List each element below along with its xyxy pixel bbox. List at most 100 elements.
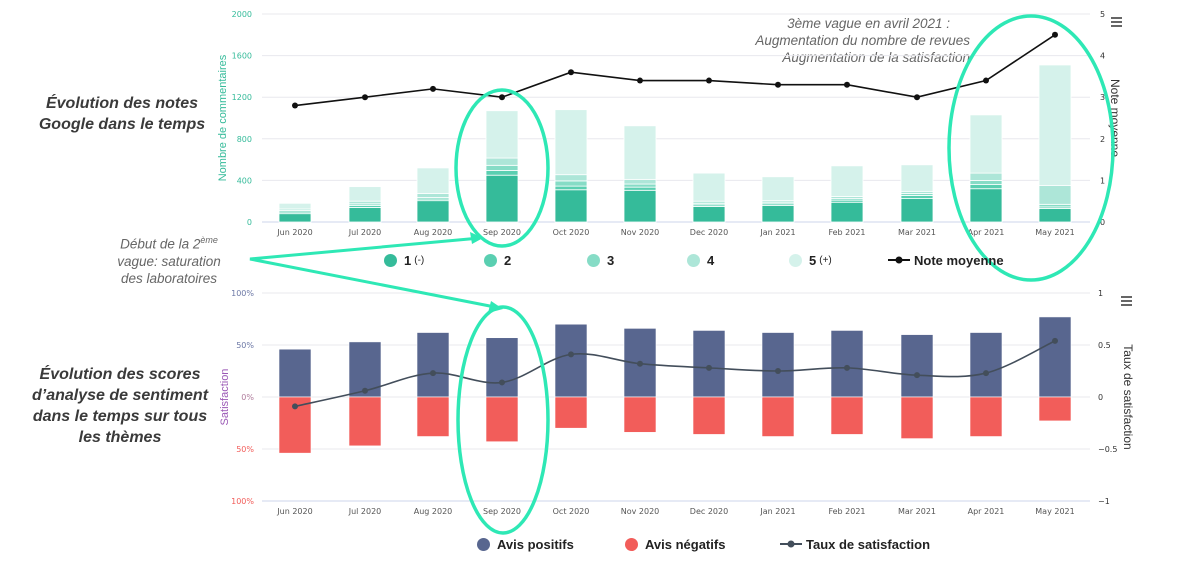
- negative-bar[interactable]: [554, 396, 588, 429]
- line-point[interactable]: [362, 94, 368, 101]
- positive-bar[interactable]: [554, 323, 588, 398]
- line-point[interactable]: [775, 81, 781, 88]
- bar-segment[interactable]: [348, 207, 382, 223]
- line-point[interactable]: [914, 94, 920, 101]
- positive-bar[interactable]: [416, 332, 450, 398]
- line-point[interactable]: [292, 403, 298, 410]
- legend-item-r2[interactable]: 2: [484, 253, 511, 268]
- positive-bar[interactable]: [969, 332, 1003, 398]
- line-point[interactable]: [292, 102, 298, 109]
- bar-segment[interactable]: [485, 170, 519, 176]
- bar-segment[interactable]: [623, 183, 657, 188]
- bar-segment[interactable]: [761, 204, 795, 223]
- bar-segment[interactable]: [692, 205, 726, 223]
- bar-segment[interactable]: [969, 179, 1003, 185]
- line-point[interactable]: [499, 379, 505, 386]
- negative-bar[interactable]: [348, 396, 382, 447]
- bar-segment[interactable]: [623, 178, 657, 185]
- bar-segment[interactable]: [554, 189, 588, 223]
- negative-bar[interactable]: [900, 396, 934, 439]
- legend-item-r4[interactable]: 4: [687, 253, 714, 268]
- positive-bar[interactable]: [485, 337, 519, 398]
- bar-segment[interactable]: [485, 157, 519, 166]
- legend-item-r5[interactable]: 5 (+): [789, 253, 832, 268]
- bar-segment[interactable]: [1038, 64, 1072, 186]
- bar-segment[interactable]: [348, 186, 382, 202]
- bar-segment[interactable]: [969, 114, 1003, 174]
- bar-segment[interactable]: [278, 202, 312, 210]
- line-point[interactable]: [568, 69, 574, 76]
- positive-bar[interactable]: [900, 334, 934, 398]
- negative-bar[interactable]: [692, 396, 726, 435]
- line-point[interactable]: [706, 77, 712, 84]
- top-chart-menu-icon[interactable]: [1111, 17, 1122, 29]
- bar-segment[interactable]: [485, 164, 519, 171]
- line-point[interactable]: [568, 351, 574, 358]
- bar-segment[interactable]: [969, 184, 1003, 190]
- line-point[interactable]: [983, 77, 989, 84]
- line-point[interactable]: [637, 360, 643, 367]
- negative-bar[interactable]: [623, 396, 657, 433]
- bar-segment[interactable]: [692, 172, 726, 202]
- bar-segment[interactable]: [1038, 185, 1072, 205]
- line-point[interactable]: [844, 81, 850, 88]
- line-point[interactable]: [1052, 337, 1058, 344]
- bar-segment[interactable]: [1038, 208, 1072, 223]
- line-point[interactable]: [775, 368, 781, 374]
- bar-segment[interactable]: [623, 125, 657, 180]
- line-point[interactable]: [844, 364, 850, 371]
- line-point[interactable]: [430, 370, 436, 377]
- bar-segment[interactable]: [485, 110, 519, 159]
- line-point[interactable]: [983, 370, 989, 377]
- bar-segment[interactable]: [416, 167, 450, 194]
- bar-segment[interactable]: [830, 201, 864, 223]
- positive-bar[interactable]: [278, 348, 312, 398]
- line-point[interactable]: [637, 77, 643, 84]
- negative-bar[interactable]: [830, 396, 864, 435]
- negative-bar[interactable]: [761, 396, 795, 437]
- line-point[interactable]: [430, 85, 436, 92]
- line-point[interactable]: [499, 94, 505, 101]
- bar-segment[interactable]: [969, 172, 1003, 181]
- negative-bar[interactable]: [416, 396, 450, 437]
- bar-segment[interactable]: [761, 176, 795, 202]
- legend-item-note[interactable]: Note moyenne: [888, 253, 1004, 268]
- legend-item-r1[interactable]: 1 (-): [384, 253, 424, 268]
- negative-bar[interactable]: [1038, 396, 1072, 422]
- bar-segment[interactable]: [416, 192, 450, 198]
- negative-bar[interactable]: [485, 396, 519, 443]
- legend-item-r3[interactable]: 3: [587, 253, 614, 268]
- bottom-chart-menu-icon[interactable]: [1121, 296, 1132, 308]
- bar-segment[interactable]: [485, 174, 519, 223]
- bar-segment[interactable]: [416, 200, 450, 223]
- bar-segment[interactable]: [554, 180, 588, 187]
- bar-segment[interactable]: [900, 198, 934, 223]
- third-wave-annotation: 3ème vague en avril 2021 : Augmentation …: [740, 15, 970, 66]
- line-point[interactable]: [914, 372, 920, 379]
- line-point[interactable]: [706, 364, 712, 371]
- legend-item-negative[interactable]: Avis négatifs: [625, 537, 725, 552]
- line-point[interactable]: [1052, 31, 1058, 38]
- bar-segment[interactable]: [830, 165, 864, 197]
- bar-segment[interactable]: [900, 195, 934, 199]
- positive-bar[interactable]: [692, 330, 726, 398]
- negative-bar[interactable]: [969, 396, 1003, 437]
- legend-dot-r3: [587, 253, 600, 267]
- bar-segment[interactable]: [969, 188, 1003, 223]
- legend-dot-positive: [477, 537, 490, 551]
- bar-segment[interactable]: [554, 185, 588, 191]
- positive-bar[interactable]: [761, 332, 795, 398]
- bar-segment[interactable]: [554, 109, 588, 176]
- positive-bar[interactable]: [830, 330, 864, 398]
- bar-segment[interactable]: [554, 174, 588, 182]
- legend-item-satisfaction[interactable]: Taux de satisfaction: [780, 537, 930, 552]
- bar-segment[interactable]: [900, 164, 934, 192]
- bar-segment[interactable]: [278, 213, 312, 223]
- positive-bar[interactable]: [1038, 316, 1072, 398]
- svg-text:1200: 1200: [232, 93, 252, 102]
- legend-item-positive[interactable]: Avis positifs: [477, 537, 574, 552]
- bar-segment[interactable]: [623, 189, 657, 223]
- bar-segment[interactable]: [623, 186, 657, 191]
- svg-text:Dec 2020: Dec 2020: [690, 507, 728, 516]
- line-point[interactable]: [362, 387, 368, 394]
